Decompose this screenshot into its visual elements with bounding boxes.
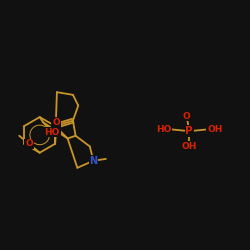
Text: O: O [52, 118, 60, 127]
Text: OH: OH [207, 125, 222, 134]
Text: HO: HO [156, 125, 172, 134]
Text: OH: OH [182, 142, 197, 151]
Text: P: P [186, 126, 193, 136]
Text: HO: HO [44, 128, 60, 137]
Text: N: N [89, 156, 98, 166]
Text: O: O [183, 112, 190, 120]
Text: O: O [25, 139, 33, 148]
